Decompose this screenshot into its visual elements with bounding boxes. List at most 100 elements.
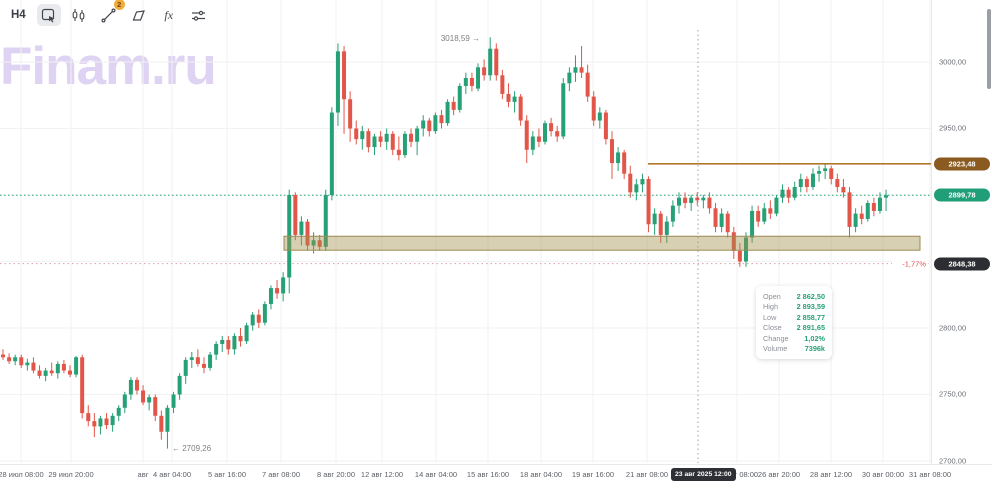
candle-body xyxy=(451,101,456,110)
candle-body xyxy=(281,277,286,294)
indicators-fx-button[interactable]: fx xyxy=(157,4,181,26)
sliders-icon xyxy=(191,8,206,23)
vertical-scrollbar-thumb[interactable] xyxy=(987,9,991,89)
chart-properties-icon xyxy=(41,8,56,23)
ohlc-tooltip-row: High 2 893,59 xyxy=(763,302,825,313)
candle-body xyxy=(750,210,755,238)
price-axis[interactable]: 3000,00 2950,00 2800,00 2750,00 2700,00 2923,… xyxy=(931,0,992,466)
candle-body xyxy=(743,237,748,262)
candlestick-chart[interactable]: 3018,59 → ← 2709,26 -1,77% xyxy=(0,0,932,464)
candle-body xyxy=(415,128,420,142)
candle-body xyxy=(183,359,188,376)
ohlc-tooltip-row: Change 1,02% xyxy=(763,333,825,344)
ohlc-tooltip-row: Close 2 891,65 xyxy=(763,323,825,334)
candle-body xyxy=(311,240,316,246)
candle-body xyxy=(567,72,572,84)
time-axis-label: 29 июл 20:00 xyxy=(48,470,94,479)
candle-body xyxy=(597,112,602,121)
candle-body xyxy=(780,189,785,198)
candle-body xyxy=(43,370,48,376)
candle-body xyxy=(725,213,730,233)
candle-body xyxy=(670,205,675,222)
candle-body xyxy=(37,370,42,376)
chart-type-candles-button[interactable] xyxy=(67,4,91,26)
chart-properties-button[interactable] xyxy=(36,4,61,26)
candle-body xyxy=(147,397,152,403)
ohlc-tooltip-row: Open 2 862,50 xyxy=(763,291,825,302)
candle-body xyxy=(518,96,523,121)
candle-body xyxy=(299,221,304,235)
candle-body xyxy=(865,202,870,219)
time-axis-label: 15 авг 16:00 xyxy=(466,470,510,479)
candle-body xyxy=(226,339,231,350)
time-axis[interactable]: 23 авг 2025 12:00 28 июл 08:00 29 июл 20:… xyxy=(0,464,992,497)
candle-body xyxy=(536,136,541,142)
candle-body xyxy=(676,197,681,206)
candle-body xyxy=(189,357,194,360)
candle-body xyxy=(268,288,273,305)
time-axis-label: 21 авг 08:00 xyxy=(625,470,669,479)
ohlc-tooltip-label: Close xyxy=(763,323,782,333)
candle-body xyxy=(104,418,109,426)
candle-body xyxy=(19,357,24,366)
candle-body xyxy=(201,363,206,368)
ohlc-tooltip-label: Change xyxy=(763,333,789,343)
candle-body xyxy=(823,168,828,172)
candle-body xyxy=(122,394,127,408)
candle-body xyxy=(829,168,834,180)
ohlc-tooltip-label: Low xyxy=(763,312,777,322)
timeframe-button[interactable]: H4 xyxy=(11,9,26,21)
candle-body xyxy=(141,390,146,403)
candle-body xyxy=(652,213,657,225)
candle-body xyxy=(792,187,797,198)
candle-body xyxy=(683,197,688,203)
candle-body xyxy=(55,363,60,374)
candle-body xyxy=(457,85,462,110)
time-axis-label: 28 авг 12:00 xyxy=(809,470,853,479)
candle-body xyxy=(482,67,487,76)
change-label-bg xyxy=(892,257,928,270)
candle-body xyxy=(561,83,566,137)
candle-body xyxy=(707,197,712,209)
time-axis-label: 26 авг 20:00 xyxy=(757,470,801,479)
candle-body xyxy=(841,187,846,193)
candle-body xyxy=(476,67,481,89)
candle-body xyxy=(847,192,852,227)
high-price-annotation: 3018,59 → xyxy=(441,34,480,43)
candle-body xyxy=(737,250,742,262)
candle-body xyxy=(877,197,882,211)
candle-body xyxy=(13,357,18,362)
candle-body xyxy=(646,179,651,225)
candle-body xyxy=(80,357,85,414)
candle-body xyxy=(409,133,414,142)
candle-body xyxy=(256,314,261,323)
ohlc-tooltip: Open 2 862,50 High 2 893,59 Low 2 858,77 Close… xyxy=(756,286,832,359)
settings-sliders-button[interactable] xyxy=(187,4,211,26)
candle-body xyxy=(317,240,322,247)
candle-body xyxy=(293,195,298,235)
candle-body xyxy=(390,133,395,150)
time-axis-label: 18 авг 04:00 xyxy=(519,470,563,479)
candle-body xyxy=(439,115,444,124)
candle-body xyxy=(573,67,578,73)
candle-body xyxy=(366,131,371,148)
candle-body xyxy=(220,339,225,344)
candle-body xyxy=(177,375,182,395)
candle-body xyxy=(134,379,139,391)
candle-body xyxy=(469,77,474,86)
candle-body xyxy=(506,93,511,102)
polygon-draw-button[interactable] xyxy=(127,4,151,26)
candle-body xyxy=(396,149,401,156)
time-axis-label: 31 авг 08:00 xyxy=(908,470,952,479)
candle-body xyxy=(530,136,535,150)
candle-body xyxy=(305,221,310,246)
candle-body xyxy=(463,77,468,86)
candle-body xyxy=(31,362,36,371)
trend-line-icon xyxy=(101,8,116,23)
candle-body xyxy=(664,221,669,235)
candle-body xyxy=(859,213,864,219)
candle-body xyxy=(713,208,718,227)
candle-body xyxy=(622,152,627,174)
ohlc-tooltip-value: 2 862,50 xyxy=(796,291,825,301)
trend-line-button[interactable]: 2 xyxy=(97,0,125,26)
